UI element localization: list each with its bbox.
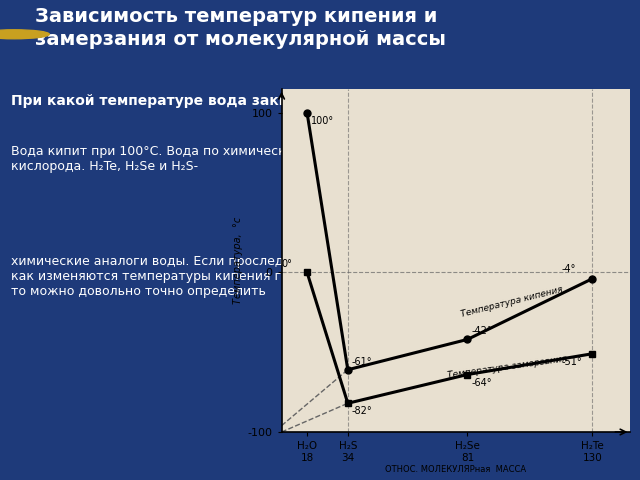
Text: -51°: -51°: [562, 357, 582, 367]
Text: -4°: -4°: [562, 264, 576, 274]
Text: -82°: -82°: [351, 407, 372, 417]
Text: химические аналоги воды. Если проследить за температурами их кипения и сопостави: химические аналоги воды. Если проследить…: [11, 255, 627, 298]
X-axis label: ОТНОС. МОЛЕКУЛЯРная  МАССА: ОТНОС. МОЛЕКУЛЯРная МАССА: [385, 466, 527, 474]
Text: 100°: 100°: [311, 116, 334, 126]
Text: Зависимость температур кипения и
замерзания от молекулярной массы: Зависимость температур кипения и замерза…: [35, 7, 446, 49]
Text: Вода кипит при 100°C. Вода по химическому составу может быть названа гидридом ки: Вода кипит при 100°C. Вода по химическом…: [11, 145, 577, 173]
Text: При какой температуре вода закипает?: При какой температуре вода закипает?: [11, 94, 333, 108]
Text: -61°: -61°: [351, 357, 372, 367]
Text: -42°: -42°: [471, 326, 492, 336]
Text: -64°: -64°: [471, 378, 492, 388]
Circle shape: [0, 30, 49, 39]
Text: Температура замерзания: Температура замерзания: [447, 354, 568, 380]
Y-axis label: Температура,  °с: Температура, °с: [234, 217, 243, 304]
Text: 0°: 0°: [282, 259, 292, 269]
Text: Температура кипения: Температура кипения: [460, 285, 564, 319]
